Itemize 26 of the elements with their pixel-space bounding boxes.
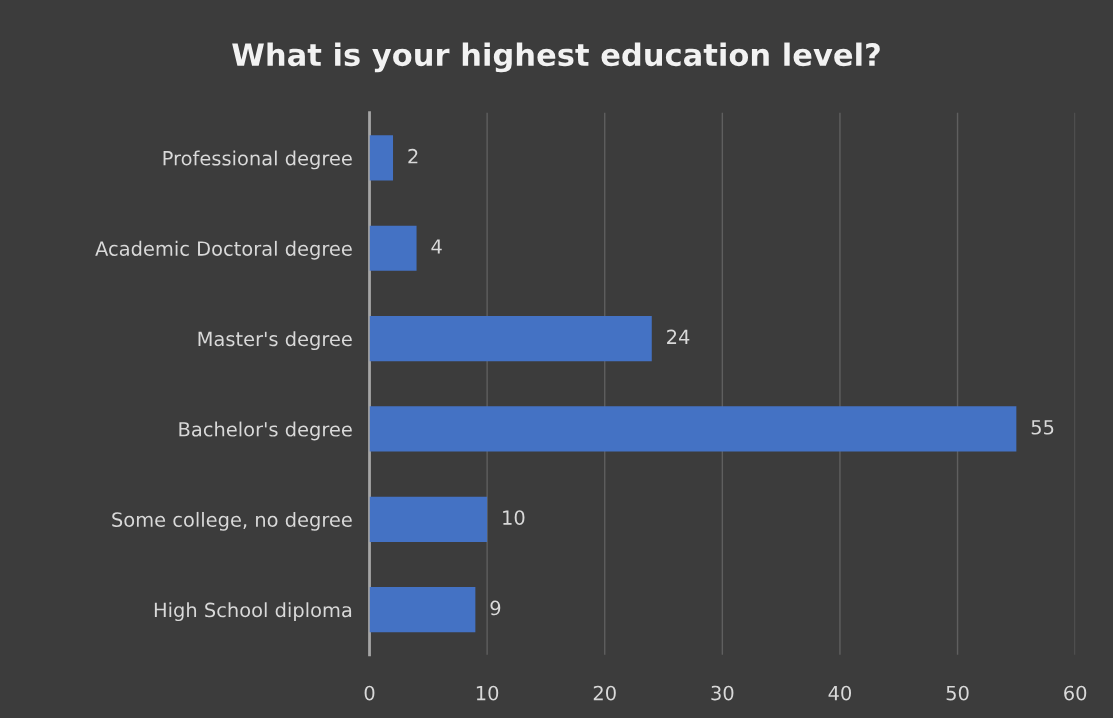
bar xyxy=(369,406,1017,452)
bar xyxy=(369,316,652,362)
chart-title: What is your highest education level? xyxy=(232,42,880,73)
data-label: 55 xyxy=(1031,420,1054,435)
bar xyxy=(369,135,394,181)
bar xyxy=(369,225,417,271)
bar xyxy=(369,587,476,633)
x-tick-label: 10 xyxy=(476,685,499,701)
bar xyxy=(369,496,488,542)
y-tick-label: Master's degree xyxy=(198,331,352,351)
data-label: 4 xyxy=(431,239,442,254)
y-tick-label: Some college, no degree xyxy=(112,511,352,531)
y-tick-label: Professional degree xyxy=(163,150,352,170)
x-tick-label: 40 xyxy=(828,685,852,701)
data-label: 2 xyxy=(408,148,418,164)
x-tick-label: 20 xyxy=(593,685,616,701)
data-label: 10 xyxy=(503,510,525,525)
y-tick-label: High School diploma xyxy=(154,602,352,622)
x-tick-label: 60 xyxy=(1064,685,1087,701)
y-tick-label: Bachelor's degree xyxy=(179,421,352,441)
x-tick-label: 50 xyxy=(946,685,969,701)
x-tick-label: 0 xyxy=(364,685,375,701)
x-tick-label: 30 xyxy=(711,685,734,701)
y-tick-label: Academic Doctoral degree xyxy=(95,240,352,260)
data-label: 24 xyxy=(667,329,690,344)
data-label: 9 xyxy=(490,600,501,616)
